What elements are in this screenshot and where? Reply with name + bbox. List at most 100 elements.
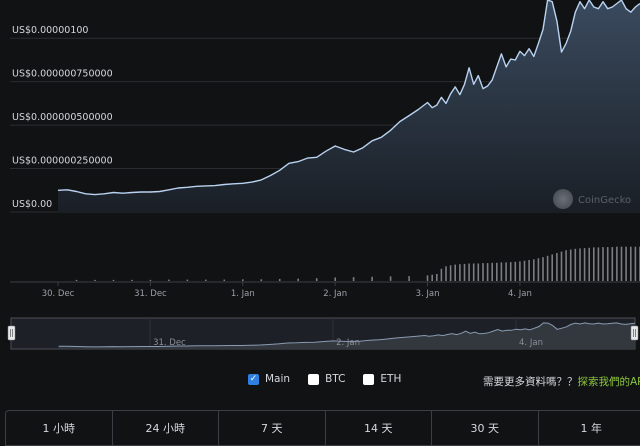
legend-item-btc[interactable]: BTC [308, 373, 345, 385]
y-tick-label: US$0.00000100 [12, 25, 88, 36]
volume-bar [450, 265, 452, 281]
more-data-text: 需要更多資料嗎？？ [483, 376, 578, 388]
legend-item-eth[interactable]: ETH [363, 373, 401, 385]
legend-item-main[interactable]: ✓ Main [248, 373, 290, 385]
volume-bar [565, 250, 567, 281]
y-axis: US$0.00000100 US$0.000000750000 US$0.00000… [12, 25, 113, 210]
volume-bar [316, 278, 318, 281]
volume-bar [570, 250, 572, 282]
volume-bar [496, 263, 498, 281]
volume-bar [593, 247, 595, 281]
legend-label-btc: BTC [325, 373, 345, 385]
legend: ✓ Main BTC ETH [248, 373, 413, 385]
volume-bar [588, 248, 590, 281]
volume-bar [547, 256, 549, 281]
y-tick-label: US$0.000000250000 [12, 156, 113, 167]
volume-bar [505, 262, 507, 281]
volume-bar [625, 247, 627, 281]
volume-bar [487, 263, 489, 281]
volume-bar [445, 266, 447, 281]
checkbox-icon[interactable] [308, 374, 319, 385]
volume-bar [150, 280, 152, 281]
x-tick-label: 2. Jan [323, 289, 347, 299]
volume-bar [584, 248, 586, 281]
range-navigator[interactable]: 31. Dec 2. Jan 4. Jan [8, 318, 638, 349]
volume-bar [187, 280, 189, 281]
volume-bar [473, 264, 475, 282]
volume-bar [131, 280, 133, 281]
volume-bars [76, 247, 640, 281]
volume-bar [621, 247, 623, 281]
volume-bar [510, 262, 512, 281]
volume-bar [579, 248, 581, 281]
volume-bar [297, 279, 299, 282]
navigator-tick-label: 31. Dec [153, 338, 186, 348]
volume-bar [602, 247, 604, 281]
range-button-14d[interactable]: 14 天 [326, 411, 433, 445]
range-button-30d[interactable]: 30 天 [432, 411, 539, 445]
volume-bar [538, 258, 540, 281]
x-tick-label: 1. Jan [231, 289, 255, 299]
y-tick-label: US$0.000000750000 [12, 69, 113, 80]
volume-bar [551, 254, 553, 281]
legend-label-main: Main [265, 373, 290, 385]
volume-bar [524, 261, 526, 281]
volume-bar [261, 279, 263, 281]
volume-bar [616, 247, 618, 281]
legend-label-eth: ETH [380, 373, 401, 385]
time-range-selector: 1 小時 24 小時 7 天 14 天 30 天 1 年 [5, 410, 640, 446]
volume-bar [561, 252, 563, 281]
volume-bar [431, 275, 433, 281]
volume-bar [390, 276, 392, 281]
volume-bar [478, 264, 480, 282]
volume-bar [371, 277, 373, 281]
y-tick-label: US$0.00 [12, 199, 52, 210]
volume-bar [242, 279, 244, 281]
volume-bar [459, 264, 461, 281]
volume-bar [528, 260, 530, 281]
range-button-1h[interactable]: 1 小時 [6, 411, 113, 445]
volume-bar [76, 280, 78, 281]
volume-bar [224, 280, 226, 281]
volume-bar [436, 274, 438, 281]
checkbox-icon[interactable] [363, 374, 374, 385]
volume-bar [533, 259, 535, 281]
api-link[interactable]: 探索我們的AP [578, 376, 640, 388]
volume-bar [205, 280, 207, 281]
navigator-handle-left[interactable] [8, 326, 15, 340]
volume-bar [556, 253, 558, 281]
volume-bar [598, 247, 600, 281]
watermark-text: CoinGecko [578, 195, 631, 206]
navigator-tick-label: 2. Jan [336, 338, 360, 348]
y-tick-label: US$0.000000500000 [12, 112, 113, 123]
checkbox-checked-icon[interactable]: ✓ [248, 374, 259, 385]
volume-bar [113, 280, 115, 281]
volume-bar [482, 263, 484, 281]
volume-bar [612, 247, 614, 281]
volume-bar [454, 265, 456, 281]
volume-bar [334, 278, 336, 282]
price-chart: US$0.00000100 US$0.000000750000 US$0.00000… [0, 0, 640, 360]
more-data-prompt: 需要更多資料嗎？？探索我們的AP [483, 374, 640, 389]
volume-bar [427, 275, 429, 281]
volume-bar [515, 262, 517, 281]
volume-bar [441, 269, 443, 281]
volume-bar [464, 264, 466, 281]
range-button-24h[interactable]: 24 小時 [113, 411, 220, 445]
volume-bar [468, 264, 470, 282]
volume-bar [279, 279, 281, 281]
volume-bar [491, 263, 493, 281]
volume-bar [630, 247, 632, 281]
navigator-handle-right[interactable] [631, 326, 638, 340]
volume-bar [501, 262, 503, 281]
navigator-tick-label: 4. Jan [519, 338, 543, 348]
volume-bar [542, 257, 544, 281]
volume-bar [94, 280, 96, 281]
range-button-1y[interactable]: 1 年 [539, 411, 640, 445]
volume-bar [168, 280, 170, 281]
volume-bar [519, 261, 521, 281]
volume-bar [575, 249, 577, 281]
range-button-7d[interactable]: 7 天 [219, 411, 326, 445]
price-area [58, 0, 640, 212]
